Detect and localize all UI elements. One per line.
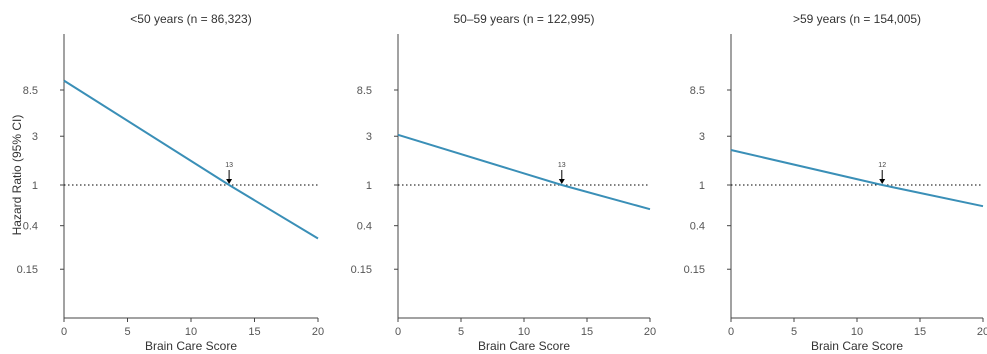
x-tick-label: 10 xyxy=(518,326,530,338)
crossing-arrow-head xyxy=(879,179,886,185)
chart-panel: >59 years (n = 154,005) 0.15 0.4 1 3 8.5 0 5 10 1… xyxy=(684,12,987,353)
x-tick-label: 5 xyxy=(791,326,797,338)
crossing-arrow-head xyxy=(558,179,565,185)
panel-title: >59 years (n = 154,005) xyxy=(793,12,921,26)
y-tick-label: 0.4 xyxy=(23,221,38,233)
hazard-ratio-line xyxy=(730,149,984,208)
x-tick-label: 0 xyxy=(61,326,67,338)
crossing-marker-label: 13 xyxy=(225,162,233,169)
y-tick-label: 1 xyxy=(366,180,372,192)
y-tick-label: 0.15 xyxy=(351,264,372,276)
crossing-marker-label: 12 xyxy=(878,162,886,169)
x-tick-label: 5 xyxy=(124,326,130,338)
x-tick-label: 10 xyxy=(851,326,863,338)
y-tick-label: 8.5 xyxy=(690,85,705,97)
x-tick-label: 15 xyxy=(581,326,593,338)
x-tick-label: 5 xyxy=(458,326,464,338)
x-axis-title: Brain Care Score xyxy=(478,339,570,353)
panel-title: <50 years (n = 86,323) xyxy=(130,12,251,26)
y-tick-label: 3 xyxy=(32,131,38,143)
x-tick-label: 20 xyxy=(977,326,987,338)
y-tick-label: 8.5 xyxy=(23,85,38,97)
y-axis-title: Hazard Ratio (95% CI) xyxy=(10,115,24,236)
y-tick-label: 0.15 xyxy=(684,264,705,276)
x-tick-label: 20 xyxy=(312,326,324,338)
crossing-arrow-head xyxy=(226,179,233,185)
x-tick-label: 20 xyxy=(644,326,656,338)
x-tick-label: 10 xyxy=(185,326,197,338)
x-tick-label: 15 xyxy=(914,326,926,338)
y-tick-label: 0.4 xyxy=(690,221,705,233)
y-tick-label: 1 xyxy=(699,180,705,192)
y-tick-label: 3 xyxy=(366,131,372,143)
y-tick-label: 0.4 xyxy=(357,221,372,233)
y-tick-label: 3 xyxy=(699,131,705,143)
x-tick-label: 15 xyxy=(248,326,260,338)
x-axis-title: Brain Care Score xyxy=(811,339,903,353)
panel-title: 50–59 years (n = 122,995) xyxy=(453,12,594,26)
crossing-marker-label: 13 xyxy=(558,162,566,169)
hazard-ratio-line xyxy=(63,79,319,240)
y-tick-label: 0.15 xyxy=(17,264,38,276)
x-tick-label: 0 xyxy=(395,326,401,338)
x-tick-label: 0 xyxy=(728,326,734,338)
y-tick-label: 8.5 xyxy=(357,85,372,97)
y-tick-label: 1 xyxy=(32,180,38,192)
x-axis-title: Brain Care Score xyxy=(145,339,237,353)
hazard-ratio-line xyxy=(397,133,651,211)
